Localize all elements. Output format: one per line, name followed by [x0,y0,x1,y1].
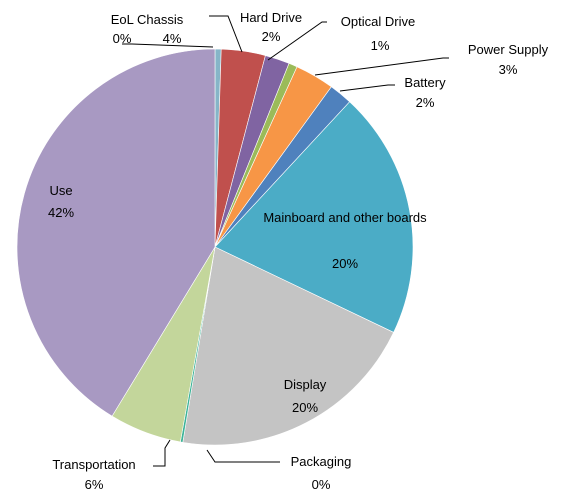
leader-lines [122,15,449,467]
label-power-supply-value: 1% [371,38,390,53]
label-transportation-name: Transportation [52,457,135,472]
label-optical-drive-name: Optical Drive [341,14,415,29]
leader-line-hard-drive [209,15,243,53]
label-battery-value: 3% [499,62,518,77]
leader-line-transportation [153,439,171,467]
pie-slices [16,48,414,446]
leader-line-packaging [206,449,280,463]
label-transportation-value: 0% [312,477,331,492]
label-use-name: Use [49,183,72,198]
pie-slice-packaging-7 [182,246,395,446]
label-battery-name: Battery [404,75,446,90]
label-mainboard-value: 2% [416,95,435,110]
label-packaging-value: 20% [292,400,318,415]
label-hard-drive-name: Hard Drive [240,10,302,25]
label-display-name: Display [284,377,327,392]
leader-line-eol-chassis [122,43,214,48]
leader-line-power-supply [314,57,449,76]
label-use-value-2: 42% [48,205,74,220]
label-use-value: 6% [85,477,104,492]
slice-labels: EoL Chassis 0% Hard Drive 4% Optical Dri… [48,10,549,492]
label-display-value: 20% [332,256,358,271]
pie-slice-slice-10-10 [16,48,216,417]
label-power-supply-name: Power Supply [468,42,549,57]
label-eol-chassis-name: EoL Chassis [111,12,184,27]
leader-line-battery [339,84,395,92]
label-mainboard-name: Mainboard and other boards [263,210,427,225]
leader-line-optical-drive [267,21,327,61]
label-eol-chassis-value: 0% [113,31,132,46]
label-packaging-name: Packaging [291,454,352,469]
label-hard-drive-value: 4% [163,31,182,46]
pie-slice-display-6 [214,101,414,333]
label-optical-drive-value: 2% [262,29,281,44]
